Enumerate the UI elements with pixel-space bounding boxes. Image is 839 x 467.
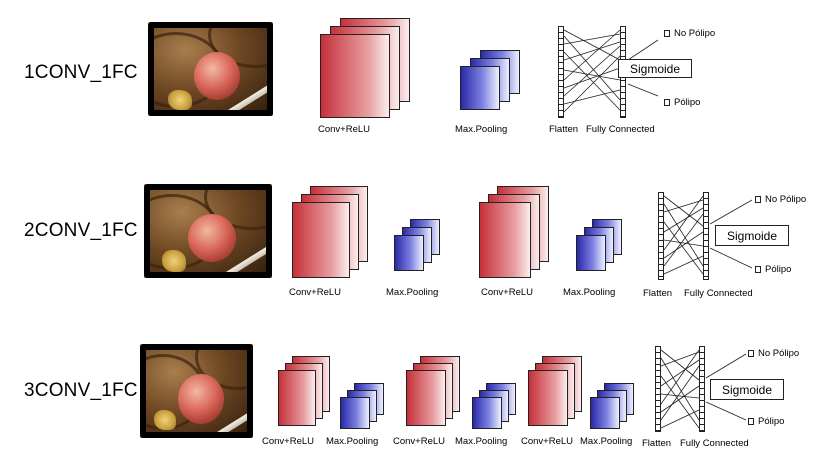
- endoscopy-image: [144, 184, 272, 278]
- output-polyp: Pólipo: [748, 416, 784, 427]
- output-no-polyp: No Pólipo: [664, 28, 715, 39]
- model-label: 1CONV_1FC: [24, 62, 138, 83]
- sigmoid-box: Sigmoide: [618, 59, 692, 78]
- fc-caption: Fully Connected: [684, 288, 753, 299]
- sigmoid-box: Sigmoide: [710, 379, 784, 400]
- flatten-caption: Flatten: [549, 124, 579, 135]
- checkbox-icon: [748, 350, 754, 357]
- checkbox-icon: [755, 266, 761, 273]
- flatten-caption: Flatten: [643, 288, 673, 299]
- fc-column: [703, 192, 709, 280]
- layer-caption: Conv+ReLU: [318, 124, 371, 135]
- checkbox-icon: [748, 418, 754, 425]
- layer-caption: Conv+ReLU: [289, 287, 342, 298]
- layer-caption: Max.Pooling: [326, 436, 379, 447]
- fc-caption: Fully Connected: [586, 124, 655, 135]
- flatten-column: [655, 346, 661, 432]
- sigmoid-box: Sigmoide: [715, 225, 789, 246]
- output-no-polyp: No Pólipo: [755, 194, 806, 205]
- model-label: 2CONV_1FC: [24, 220, 138, 241]
- layer-caption: Max.Pooling: [386, 287, 439, 298]
- layer-caption: Conv+ReLU: [481, 287, 534, 298]
- output-label: Pólipo: [765, 264, 792, 275]
- layer-caption: Max.Pooling: [455, 436, 508, 447]
- layer-caption: Conv+ReLU: [521, 436, 574, 447]
- checkbox-icon: [664, 30, 670, 37]
- layer-caption: Max.Pooling: [563, 287, 616, 298]
- output-label: Pólipo: [758, 416, 785, 427]
- flatten-column: [658, 192, 664, 280]
- output-label: No Pólipo: [765, 194, 807, 205]
- flatten-column: [558, 26, 564, 118]
- output-label: No Pólipo: [674, 28, 716, 39]
- fc-caption: Fully Connected: [680, 438, 749, 449]
- model-label: 3CONV_1FC: [24, 380, 138, 401]
- endoscopy-image: [148, 22, 273, 116]
- checkbox-icon: [755, 196, 761, 203]
- layer-caption: Max.Pooling: [580, 436, 633, 447]
- layer-caption: Conv+ReLU: [262, 436, 315, 447]
- flatten-caption: Flatten: [642, 438, 672, 449]
- layer-caption: Conv+ReLU: [393, 436, 446, 447]
- output-label: Pólipo: [674, 97, 701, 108]
- fc-column: [699, 346, 705, 432]
- output-polyp: Pólipo: [755, 264, 791, 275]
- checkbox-icon: [664, 99, 670, 106]
- output-polyp: Pólipo: [664, 97, 700, 108]
- endoscopy-image: [140, 344, 253, 438]
- output-label: No Pólipo: [758, 348, 800, 359]
- output-no-polyp: No Pólipo: [748, 348, 799, 359]
- layer-caption: Max.Pooling: [455, 124, 508, 135]
